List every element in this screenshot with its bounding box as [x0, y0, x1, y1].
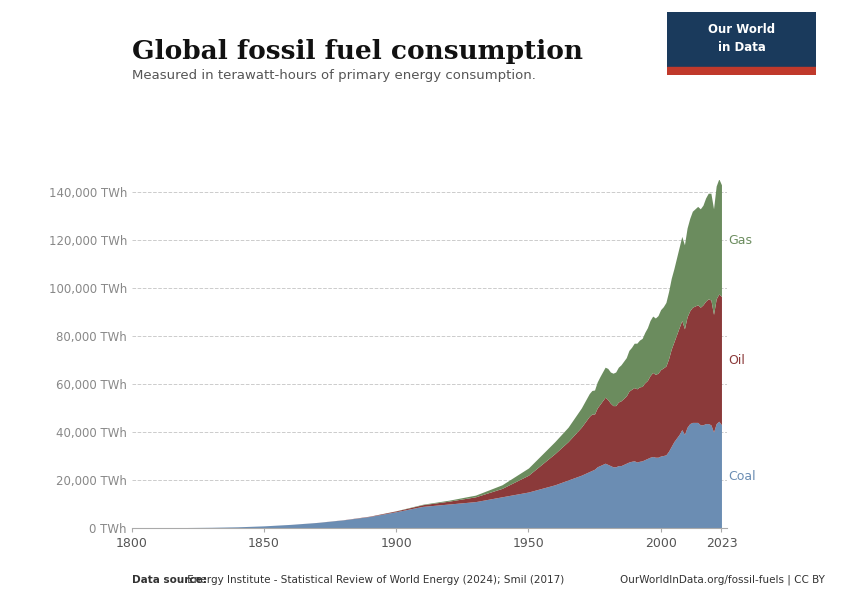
Text: Oil: Oil	[728, 354, 745, 367]
Text: Energy Institute - Statistical Review of World Energy (2024); Smil (2017): Energy Institute - Statistical Review of…	[184, 575, 564, 585]
Text: Data source:: Data source:	[132, 575, 207, 585]
Text: in Data: in Data	[717, 41, 766, 54]
Text: Coal: Coal	[728, 470, 756, 483]
Text: Measured in terawatt-hours of primary energy consumption.: Measured in terawatt-hours of primary en…	[132, 69, 536, 82]
Text: OurWorldInData.org/fossil-fuels | CC BY: OurWorldInData.org/fossil-fuels | CC BY	[620, 575, 824, 585]
Text: Gas: Gas	[728, 234, 752, 247]
Text: Our World: Our World	[708, 23, 775, 36]
Bar	[667, 67, 816, 75]
Text: Global fossil fuel consumption: Global fossil fuel consumption	[132, 39, 583, 64]
